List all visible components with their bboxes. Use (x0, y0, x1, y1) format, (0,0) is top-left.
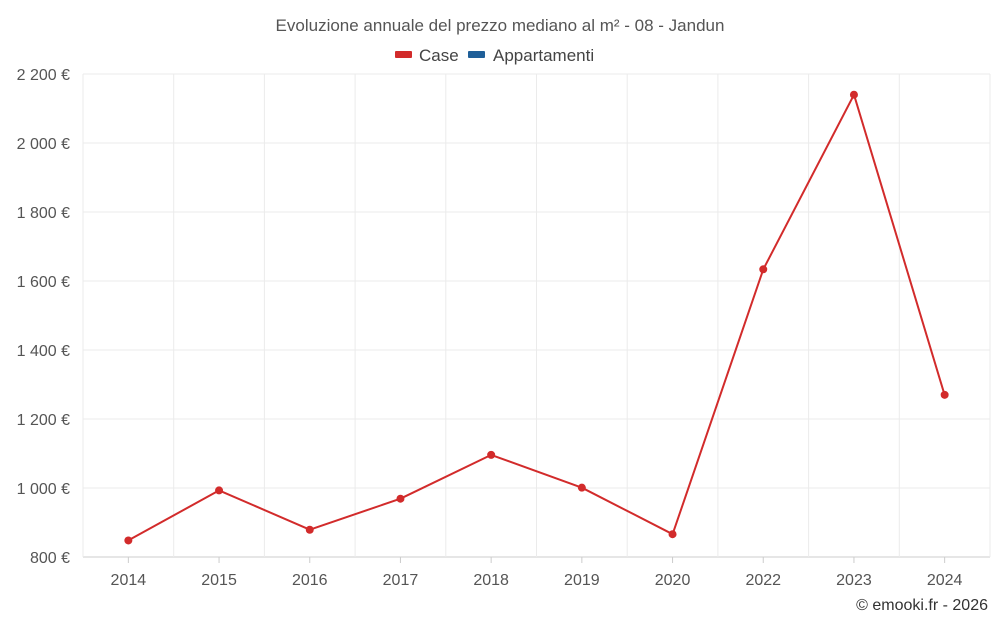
y-tick-label: 1 400 € (17, 343, 70, 360)
x-tick-label: 2020 (655, 572, 691, 589)
x-tick-label: 2015 (201, 572, 237, 589)
y-tick-label: 2 000 € (17, 136, 70, 153)
y-tick-label: 1 600 € (17, 274, 70, 291)
chart-title: Evoluzione annuale del prezzo mediano al… (276, 16, 725, 35)
y-tick-label: 1 000 € (17, 481, 70, 498)
x-tick-label: 2023 (836, 572, 872, 589)
data-point[interactable] (759, 265, 768, 274)
data-point[interactable] (396, 494, 405, 503)
data-point[interactable] (305, 525, 314, 534)
x-tick-label: 2017 (383, 572, 419, 589)
x-tick-label: 2014 (111, 572, 147, 589)
legend-item-appartamenti[interactable]: Appartamenti (468, 46, 594, 65)
y-tick-label: 800 € (30, 550, 70, 567)
y-axis: 800 € 1 000 € 1 200 € 1 400 € 1 600 € 1 800 €… (17, 67, 70, 567)
x-tick-label: 2024 (927, 572, 963, 589)
credit-text: © emooki.fr - 2026 (856, 597, 988, 614)
series-layer (124, 90, 949, 545)
legend-swatch-appartamenti (468, 51, 485, 58)
series-line-case (127, 93, 946, 542)
y-tick-label: 1 800 € (17, 205, 70, 222)
data-point[interactable] (124, 536, 133, 545)
data-point[interactable] (215, 486, 224, 495)
data-point[interactable] (668, 530, 677, 539)
x-tick-label: 2019 (564, 572, 600, 589)
x-tick-label: 2018 (473, 572, 509, 589)
data-point[interactable] (577, 483, 586, 492)
y-tick-label: 2 200 € (17, 67, 70, 84)
legend: Case Appartamenti (395, 46, 594, 65)
legend-label-appartamenti: Appartamenti (493, 46, 594, 65)
legend-swatch-case (395, 51, 412, 58)
x-tick-label: 2022 (745, 572, 781, 589)
legend-label-case: Case (419, 46, 459, 65)
y-tick-label: 1 200 € (17, 412, 70, 429)
grid (82, 73, 991, 558)
legend-item-case[interactable]: Case (395, 46, 459, 65)
data-point[interactable] (487, 450, 496, 459)
x-axis: 2014 2015 2016 2017 2018 2019 2020 2022 2023 2024 (111, 557, 963, 589)
data-point[interactable] (849, 90, 858, 99)
x-tick-label: 2016 (292, 572, 328, 589)
data-point[interactable] (940, 390, 949, 399)
